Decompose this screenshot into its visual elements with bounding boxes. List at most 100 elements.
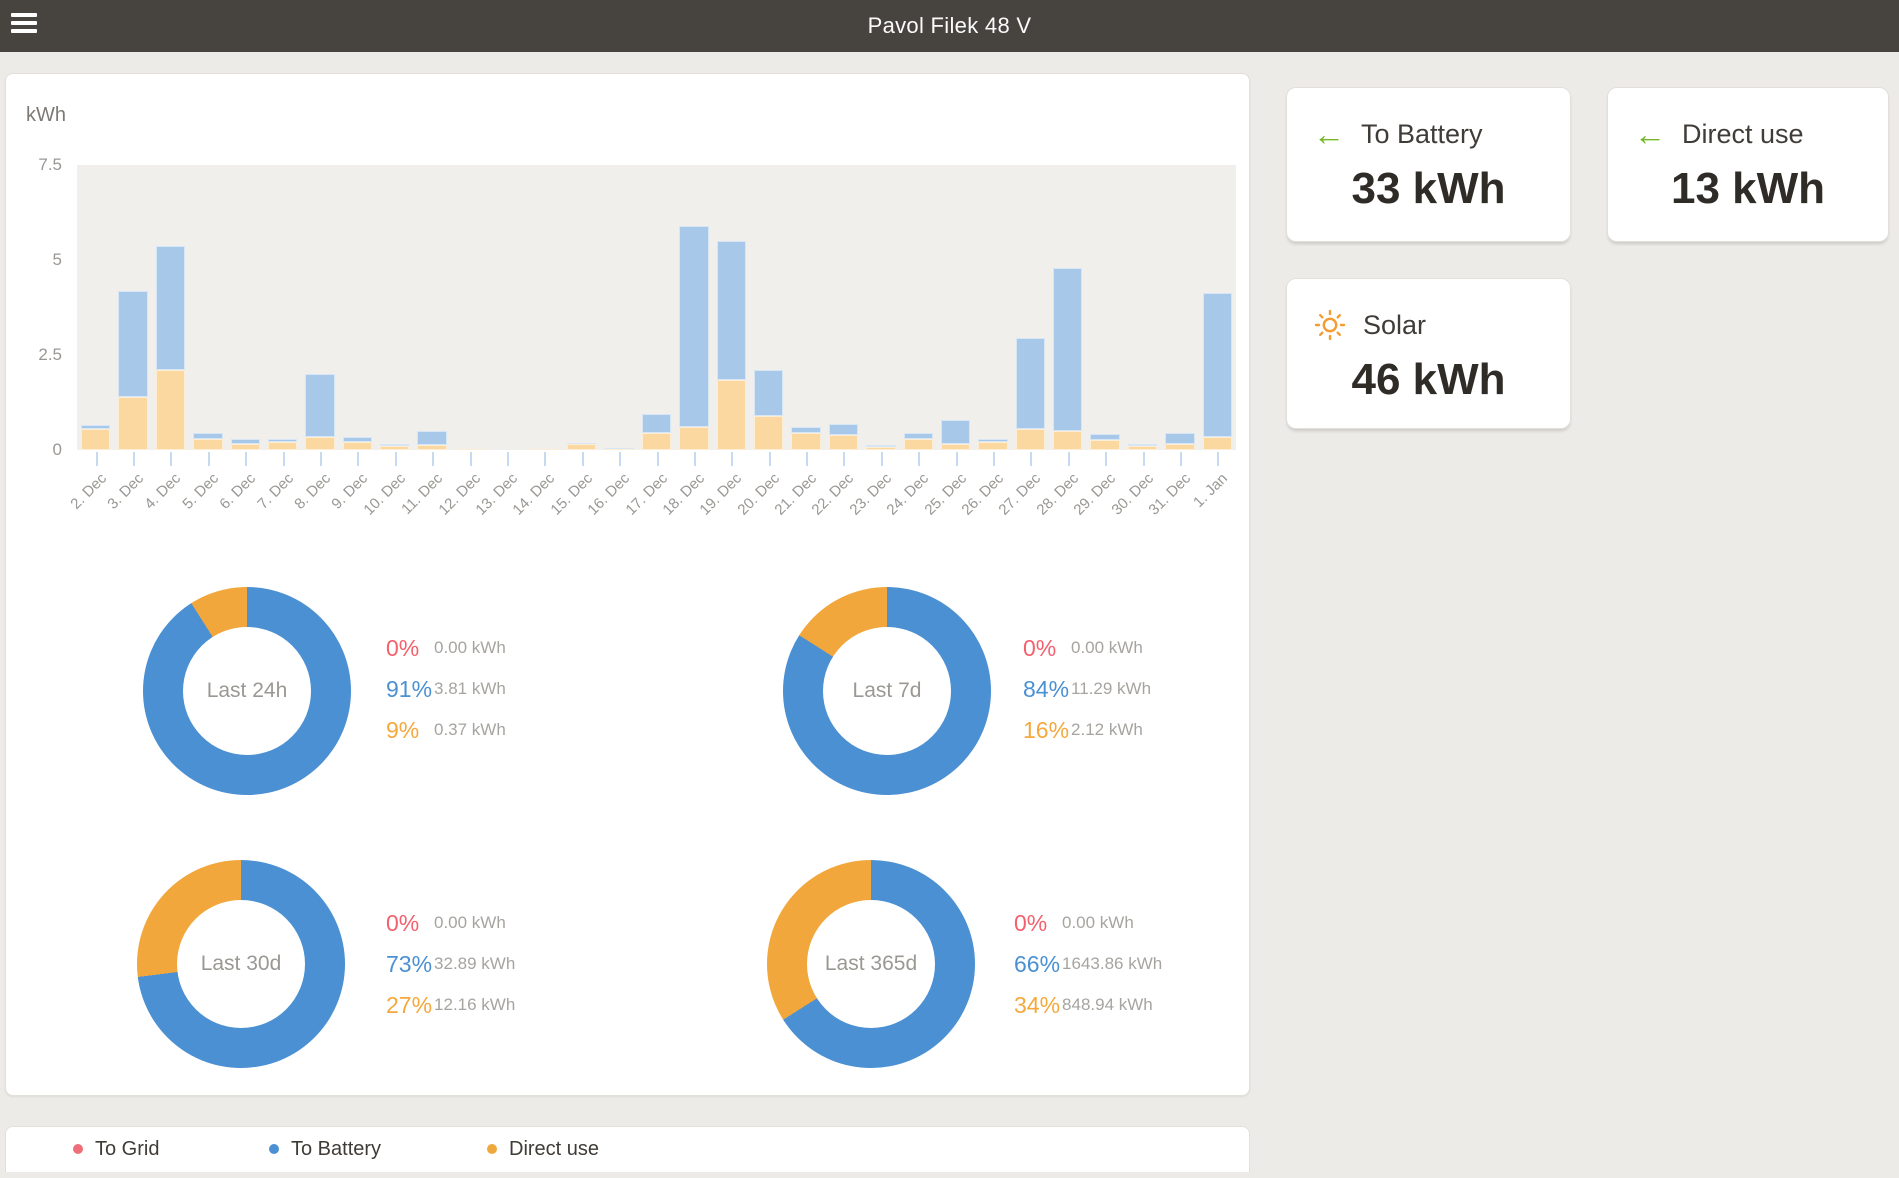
stat-to-grid: 0% 0.00 kWh bbox=[386, 633, 506, 663]
x-axis-tick bbox=[880, 452, 883, 466]
legend-item-to-battery[interactable]: To Battery bbox=[269, 1127, 381, 1171]
bar-segment-direct-use[interactable] bbox=[903, 439, 933, 450]
bar-segment-direct-use[interactable] bbox=[753, 416, 784, 450]
bar-segment-direct-use[interactable] bbox=[81, 429, 111, 450]
bar-segment-to-battery[interactable] bbox=[828, 424, 859, 435]
bar-segment-to-battery[interactable] bbox=[753, 370, 784, 416]
bar-segment-to-battery[interactable] bbox=[679, 226, 709, 427]
x-axis-tick bbox=[843, 452, 846, 466]
legend-label: To Battery bbox=[291, 1137, 382, 1160]
bar-segment-to-battery[interactable] bbox=[866, 445, 896, 447]
bar-segment-to-battery[interactable] bbox=[118, 291, 148, 397]
x-axis-date-label: 4. Dec bbox=[141, 470, 185, 513]
bar-segment-direct-use[interactable] bbox=[641, 433, 672, 450]
x-axis-tick bbox=[469, 452, 472, 466]
bar-segment-to-battery[interactable] bbox=[978, 439, 1008, 442]
bar-segment-direct-use[interactable] bbox=[193, 439, 223, 450]
stat-to-battery: 66% 1643.86 kWh bbox=[1014, 949, 1162, 979]
stat-percent: 84% bbox=[1023, 675, 1070, 702]
bar-segment-direct-use[interactable] bbox=[567, 444, 597, 450]
bar-segment-direct-use[interactable] bbox=[978, 442, 1008, 450]
bar-segment-direct-use[interactable] bbox=[679, 427, 709, 450]
bar-segment-direct-use[interactable] bbox=[380, 446, 410, 450]
stat-to-battery: 84% 11.29 kWh bbox=[1023, 674, 1151, 704]
stat-value: 12.16 kWh bbox=[434, 995, 516, 1014]
x-axis-tick bbox=[768, 452, 771, 466]
stat-to-grid: 0% 0.00 kWh bbox=[1014, 908, 1162, 938]
donut-center-label: Last 30d bbox=[177, 900, 305, 1028]
bar-segment-to-battery[interactable] bbox=[342, 437, 373, 442]
bar-segment-direct-use[interactable] bbox=[454, 449, 485, 450]
x-axis-tick bbox=[1030, 452, 1033, 466]
bar-segment-to-battery[interactable] bbox=[81, 425, 111, 429]
stat-percent: 27% bbox=[386, 991, 433, 1018]
solar-card[interactable]: Solar 46 kWh bbox=[1286, 278, 1571, 429]
bar-segment-to-battery[interactable] bbox=[380, 444, 410, 446]
bar-segment-direct-use[interactable] bbox=[1127, 446, 1158, 450]
bar-segment-direct-use[interactable] bbox=[1090, 440, 1120, 450]
bar-segment-direct-use[interactable] bbox=[118, 397, 148, 450]
bar-segment-direct-use[interactable] bbox=[529, 449, 560, 450]
bar-segment-direct-use[interactable] bbox=[791, 433, 821, 450]
bar-segment-to-battery[interactable] bbox=[567, 443, 597, 444]
bar-segment-to-battery[interactable] bbox=[1053, 268, 1083, 431]
bar-segment-to-battery[interactable] bbox=[641, 414, 672, 433]
donut-chart-last-7d[interactable]: Last 7d bbox=[783, 587, 991, 795]
bar-segment-to-battery[interactable] bbox=[230, 439, 260, 444]
bar-segment-direct-use[interactable] bbox=[1165, 444, 1195, 450]
bar-segment-direct-use[interactable] bbox=[230, 444, 260, 450]
card-value: 33 kWh bbox=[1351, 164, 1506, 213]
bar-segment-to-battery[interactable] bbox=[417, 431, 447, 445]
bar-segment-to-battery[interactable] bbox=[1202, 293, 1232, 437]
bar-segment-to-battery[interactable] bbox=[305, 374, 335, 437]
bar-segment-direct-use[interactable] bbox=[828, 435, 859, 450]
bar-segment-to-battery[interactable] bbox=[193, 433, 223, 439]
bar-segment-to-battery[interactable] bbox=[1127, 444, 1158, 446]
donut-stats-last-30d: 0% 0.00 kWh 73% 32.89 kWh 27% 12.16 kWh bbox=[386, 908, 515, 1031]
bar-segment-to-battery[interactable] bbox=[940, 420, 971, 444]
x-axis-tick bbox=[506, 452, 509, 466]
bar-segment-to-battery[interactable] bbox=[1090, 434, 1120, 440]
bar-segment-direct-use[interactable] bbox=[1015, 429, 1046, 450]
bar-segment-direct-use[interactable] bbox=[940, 444, 971, 450]
bar-segment-direct-use[interactable] bbox=[342, 442, 373, 450]
bar-chart-plot-area bbox=[77, 165, 1236, 450]
bar-segment-direct-use[interactable] bbox=[1053, 431, 1083, 450]
donut-chart-last-30d[interactable]: Last 30d bbox=[137, 860, 345, 1068]
bar-segment-direct-use[interactable] bbox=[267, 442, 298, 450]
bar-segment-direct-use[interactable] bbox=[716, 380, 746, 450]
hamburger-menu-icon[interactable] bbox=[11, 13, 37, 39]
donut-chart-last-24h[interactable]: Last 24h bbox=[143, 587, 351, 795]
bar-segment-to-battery[interactable] bbox=[716, 241, 746, 380]
bar-segment-direct-use[interactable] bbox=[866, 447, 896, 450]
bar-segment-direct-use[interactable] bbox=[155, 370, 186, 450]
bar-segment-to-battery[interactable] bbox=[155, 246, 186, 370]
bar-segment-to-battery[interactable] bbox=[1015, 338, 1046, 429]
stat-percent: 91% bbox=[386, 675, 433, 702]
stat-value: 1643.86 kWh bbox=[1062, 954, 1163, 973]
direct-use-card[interactable]: ← Direct use 13 kWh bbox=[1607, 87, 1889, 242]
bar-segment-direct-use[interactable] bbox=[417, 445, 447, 450]
bar-segment-to-battery[interactable] bbox=[604, 448, 634, 449]
bar-segment-direct-use[interactable] bbox=[604, 449, 634, 450]
donut-chart-last-365d[interactable]: Last 365d bbox=[767, 860, 975, 1068]
to-battery-card[interactable]: ← To Battery 33 kWh bbox=[1286, 87, 1571, 242]
bar-segment-to-battery[interactable] bbox=[1165, 433, 1195, 444]
card-header: ← Direct use bbox=[1634, 114, 1804, 154]
hamburger-bar bbox=[11, 13, 37, 17]
donut-stats-last-7d: 0% 0.00 kWh 84% 11.29 kWh 16% 2.12 kWh bbox=[1023, 633, 1151, 756]
x-axis-tick bbox=[320, 452, 323, 466]
bar-segment-direct-use[interactable] bbox=[1202, 437, 1232, 450]
x-axis-tick bbox=[656, 452, 659, 466]
stat-direct-use: 9% 0.37 kWh bbox=[386, 715, 506, 745]
x-axis-tick bbox=[731, 452, 734, 466]
x-axis-tick bbox=[95, 452, 98, 466]
legend-item-direct-use[interactable]: Direct use bbox=[487, 1127, 599, 1171]
stat-value: 0.37 kWh bbox=[434, 720, 506, 739]
bar-segment-direct-use[interactable] bbox=[305, 437, 335, 450]
legend-item-to-grid[interactable]: To Grid bbox=[73, 1127, 159, 1171]
bar-segment-to-battery[interactable] bbox=[267, 439, 298, 442]
bar-segment-to-battery[interactable] bbox=[791, 427, 821, 433]
x-axis-tick bbox=[1067, 452, 1070, 466]
bar-segment-to-battery[interactable] bbox=[903, 433, 933, 439]
